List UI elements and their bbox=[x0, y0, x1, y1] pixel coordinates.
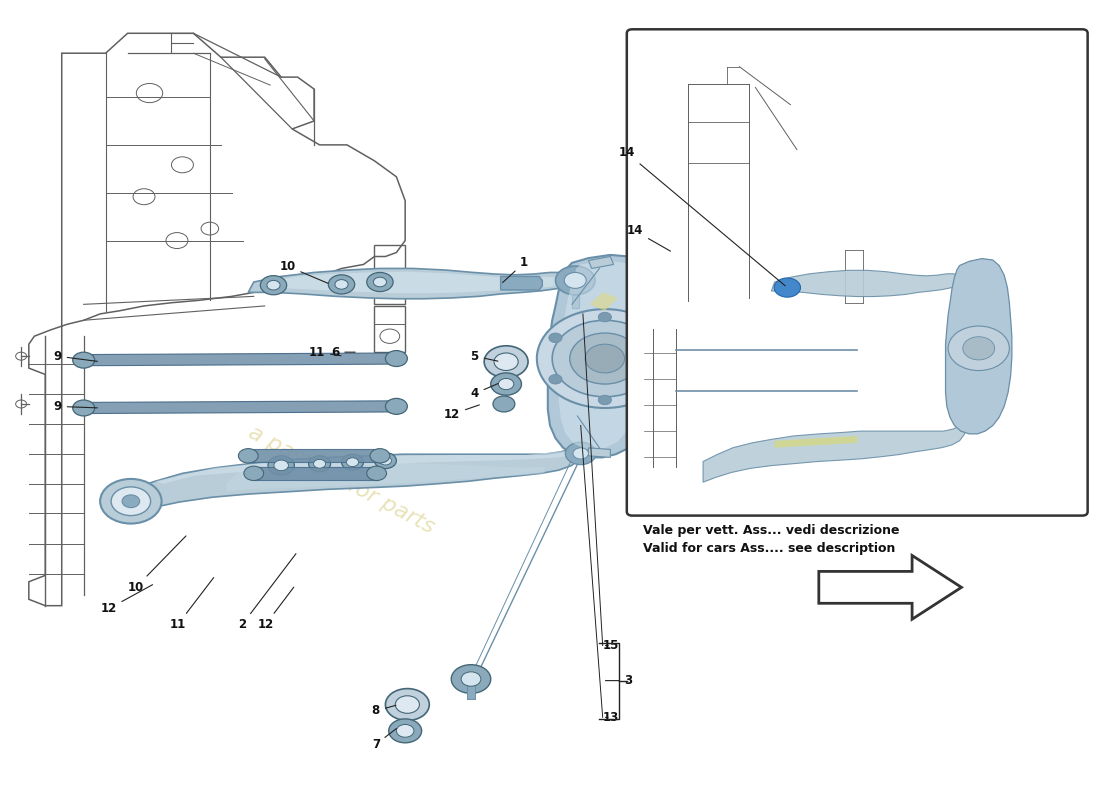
Circle shape bbox=[491, 373, 521, 395]
Polygon shape bbox=[559, 261, 649, 450]
Circle shape bbox=[493, 396, 515, 412]
Circle shape bbox=[564, 273, 586, 288]
Circle shape bbox=[598, 312, 612, 322]
Polygon shape bbox=[84, 353, 396, 366]
Circle shape bbox=[122, 495, 140, 508]
Text: 11: 11 bbox=[169, 578, 213, 631]
Circle shape bbox=[552, 320, 658, 397]
Polygon shape bbox=[588, 448, 610, 458]
Circle shape bbox=[388, 719, 421, 743]
Text: 12: 12 bbox=[443, 405, 480, 421]
Circle shape bbox=[334, 280, 348, 289]
Circle shape bbox=[570, 333, 640, 384]
Circle shape bbox=[366, 466, 386, 481]
Circle shape bbox=[239, 449, 258, 463]
Circle shape bbox=[346, 458, 359, 466]
Circle shape bbox=[396, 725, 414, 738]
Polygon shape bbox=[254, 467, 376, 480]
Circle shape bbox=[261, 276, 287, 294]
Polygon shape bbox=[818, 555, 961, 619]
Circle shape bbox=[648, 374, 661, 384]
Circle shape bbox=[549, 374, 562, 384]
Circle shape bbox=[268, 456, 295, 475]
Text: a passion for parts: a passion for parts bbox=[245, 422, 438, 538]
Circle shape bbox=[395, 696, 419, 714]
Text: 12: 12 bbox=[257, 587, 294, 631]
Polygon shape bbox=[588, 257, 614, 269]
Text: 7: 7 bbox=[372, 729, 396, 751]
Text: 11: 11 bbox=[309, 346, 341, 358]
Circle shape bbox=[498, 378, 514, 390]
Circle shape bbox=[370, 449, 389, 463]
Circle shape bbox=[962, 337, 994, 360]
Polygon shape bbox=[466, 679, 475, 699]
Circle shape bbox=[111, 487, 151, 515]
Text: 8: 8 bbox=[372, 705, 396, 718]
Circle shape bbox=[385, 689, 429, 721]
Circle shape bbox=[774, 278, 801, 297]
Polygon shape bbox=[548, 255, 662, 458]
Polygon shape bbox=[774, 436, 858, 448]
Text: 14: 14 bbox=[627, 225, 671, 251]
Polygon shape bbox=[703, 426, 965, 482]
Circle shape bbox=[73, 352, 95, 368]
Circle shape bbox=[267, 281, 280, 290]
Circle shape bbox=[565, 442, 596, 465]
Circle shape bbox=[598, 395, 612, 405]
Polygon shape bbox=[227, 462, 544, 492]
Circle shape bbox=[274, 460, 288, 470]
Text: 15: 15 bbox=[603, 639, 619, 652]
Circle shape bbox=[573, 448, 588, 459]
Circle shape bbox=[244, 466, 264, 481]
Circle shape bbox=[373, 278, 386, 286]
Text: Vale per vett. Ass... vedi descrizione
Valid for cars Ass.... see description: Vale per vett. Ass... vedi descrizione V… bbox=[644, 523, 900, 554]
Circle shape bbox=[494, 353, 518, 370]
Circle shape bbox=[484, 346, 528, 378]
Polygon shape bbox=[590, 292, 618, 310]
Circle shape bbox=[385, 398, 407, 414]
Text: 14: 14 bbox=[618, 146, 785, 286]
Polygon shape bbox=[131, 448, 581, 514]
Circle shape bbox=[461, 672, 481, 686]
Circle shape bbox=[556, 266, 595, 294]
Circle shape bbox=[374, 453, 396, 469]
Polygon shape bbox=[249, 269, 578, 298]
Circle shape bbox=[309, 456, 331, 472]
Text: 1: 1 bbox=[503, 256, 528, 282]
Circle shape bbox=[385, 350, 407, 366]
Text: 3: 3 bbox=[605, 674, 632, 687]
Polygon shape bbox=[572, 294, 579, 308]
Circle shape bbox=[585, 344, 625, 373]
Polygon shape bbox=[500, 277, 542, 290]
Circle shape bbox=[451, 665, 491, 694]
Text: 9: 9 bbox=[54, 400, 98, 413]
Text: 4: 4 bbox=[471, 383, 498, 400]
Circle shape bbox=[341, 454, 363, 470]
Circle shape bbox=[329, 275, 354, 294]
Text: 9: 9 bbox=[54, 350, 98, 362]
Circle shape bbox=[549, 333, 562, 342]
Text: 5: 5 bbox=[471, 350, 498, 362]
Circle shape bbox=[648, 333, 661, 342]
Text: 12: 12 bbox=[100, 585, 153, 615]
Circle shape bbox=[537, 309, 673, 408]
Text: 6: 6 bbox=[331, 346, 355, 358]
Circle shape bbox=[73, 400, 95, 416]
Text: 13: 13 bbox=[603, 710, 619, 724]
Polygon shape bbox=[771, 270, 962, 297]
Circle shape bbox=[379, 456, 392, 465]
Text: 10: 10 bbox=[279, 259, 328, 283]
Text: 10: 10 bbox=[128, 536, 186, 594]
Polygon shape bbox=[946, 258, 1012, 434]
FancyBboxPatch shape bbox=[627, 30, 1088, 515]
Text: 2: 2 bbox=[238, 554, 296, 631]
Polygon shape bbox=[265, 272, 566, 293]
Circle shape bbox=[100, 479, 162, 523]
Circle shape bbox=[314, 459, 326, 468]
Polygon shape bbox=[249, 450, 380, 462]
Polygon shape bbox=[155, 450, 579, 484]
Circle shape bbox=[948, 326, 1010, 370]
Polygon shape bbox=[84, 401, 396, 414]
Circle shape bbox=[366, 273, 393, 291]
